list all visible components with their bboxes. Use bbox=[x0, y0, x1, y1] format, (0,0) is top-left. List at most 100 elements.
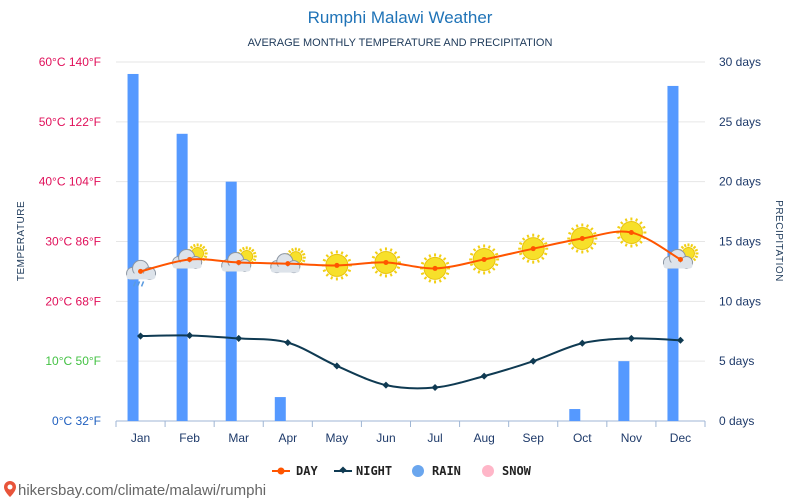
sun-ray bbox=[692, 257, 697, 262]
sun-ray bbox=[393, 251, 398, 255]
rain-bar bbox=[618, 361, 630, 421]
sun-ray bbox=[340, 276, 344, 280]
x-tick-label: Jul bbox=[427, 431, 442, 445]
legend-day[interactable]: DAY bbox=[272, 464, 318, 478]
sun-ray bbox=[543, 242, 548, 246]
sun-ray bbox=[592, 231, 597, 235]
rain-bars bbox=[127, 73, 679, 422]
source-link[interactable]: hikersbay.com/climate/malawi/rumphi bbox=[4, 481, 266, 499]
sun-ray bbox=[301, 252, 306, 256]
night-point bbox=[676, 336, 684, 344]
sun-ray bbox=[379, 248, 383, 252]
legend: DAY NIGHT RAIN SNOW bbox=[272, 464, 532, 478]
sun-rays bbox=[469, 244, 500, 275]
sun-ray bbox=[371, 255, 376, 259]
sun-ray bbox=[344, 273, 349, 277]
sun-ray bbox=[690, 243, 694, 248]
x-tick-label: Jan bbox=[131, 431, 150, 445]
sun-ray bbox=[396, 266, 401, 270]
sun-ray bbox=[379, 273, 383, 277]
sun-ray bbox=[494, 252, 499, 256]
y-left-tick-label: 0°C 32°F bbox=[52, 414, 101, 428]
cloud-base bbox=[663, 262, 693, 269]
sun-ray bbox=[192, 243, 196, 248]
rain-bar bbox=[127, 73, 139, 421]
legend-rain[interactable]: RAIN bbox=[412, 464, 461, 478]
y-right-tick-label: 20 days bbox=[719, 175, 761, 189]
sun-ray bbox=[575, 224, 579, 228]
sun-ray bbox=[438, 254, 442, 258]
x-axis: Jan Feb Mar Apr May Jun Jul Aug Sep Oct Nov Dec bbox=[115, 421, 706, 445]
y-right-title: PRECIPITATION bbox=[773, 200, 784, 282]
day-point bbox=[334, 262, 340, 268]
x-tick-label: Aug bbox=[473, 431, 494, 445]
y-left-tick-label: 60°C 140°F bbox=[39, 55, 101, 69]
legend-night-marker bbox=[339, 466, 347, 474]
sun-ray bbox=[371, 266, 376, 270]
chart-subtitle: AVERAGE MONTHLY TEMPERATURE AND PRECIPIT… bbox=[248, 37, 553, 49]
rain-bar bbox=[569, 409, 581, 421]
x-tick-label: Mar bbox=[228, 431, 249, 445]
x-tick-label: Dec bbox=[670, 431, 691, 445]
day-point bbox=[285, 261, 291, 267]
day-point bbox=[677, 256, 683, 262]
source-url: hikersbay.com/climate/malawi/rumphi bbox=[18, 482, 266, 499]
night-point bbox=[333, 362, 341, 370]
sun-ray bbox=[617, 236, 621, 240]
sun-ray bbox=[536, 234, 540, 238]
night-point bbox=[431, 383, 439, 392]
legend-night-label: NIGHT bbox=[356, 464, 392, 478]
legend-rain-marker bbox=[412, 465, 424, 477]
legend-snow-label: SNOW bbox=[502, 464, 532, 478]
legend-night[interactable]: NIGHT bbox=[334, 464, 392, 478]
sun-ray bbox=[540, 256, 545, 260]
sun-ray bbox=[590, 227, 594, 231]
y-right-tick-label: 25 days bbox=[719, 115, 761, 129]
sun-ray bbox=[325, 273, 330, 277]
day-point bbox=[187, 256, 193, 262]
cloud-rain-icon bbox=[126, 259, 157, 287]
sun-ray bbox=[322, 269, 327, 273]
legend-snow[interactable]: SNOW bbox=[482, 464, 532, 478]
y-right-tick-label: 0 days bbox=[719, 414, 754, 428]
grid-lines bbox=[116, 61, 705, 422]
cloud-base bbox=[221, 265, 251, 272]
night-point bbox=[382, 381, 390, 389]
sun-ray bbox=[680, 245, 685, 250]
sun-ray bbox=[344, 254, 349, 258]
y-left-tick-label: 30°C 86°F bbox=[45, 235, 101, 249]
sun-ray bbox=[570, 246, 575, 250]
sun-ray bbox=[248, 246, 252, 251]
sun-ray bbox=[624, 243, 628, 247]
sun-ray bbox=[199, 243, 203, 248]
sun-ray bbox=[568, 242, 572, 246]
y-left-tick-label: 40°C 104°F bbox=[39, 175, 101, 189]
y-right-tick-label: 15 days bbox=[719, 235, 761, 249]
cloud-sun-icon bbox=[662, 243, 699, 269]
sun-ray bbox=[694, 255, 699, 259]
sun-ray bbox=[291, 248, 295, 252]
sun-ray bbox=[203, 255, 208, 259]
sun-ray bbox=[469, 252, 474, 256]
night-point bbox=[186, 331, 194, 339]
sun-ray bbox=[442, 276, 447, 280]
rain-drop bbox=[136, 281, 141, 287]
sun-ray bbox=[526, 234, 530, 238]
cloud-base bbox=[172, 262, 202, 269]
rain-bar bbox=[274, 397, 286, 421]
sun-ray bbox=[201, 245, 206, 250]
sun-ray bbox=[288, 249, 292, 254]
sun-ray bbox=[590, 246, 594, 250]
weather-icons bbox=[126, 217, 699, 287]
sun-ray bbox=[620, 240, 624, 244]
rain-bar bbox=[176, 133, 188, 422]
y-axis-labels: 0°C 32°F 10°C 50°F 20°C 68°F 30°C 86°F 40°C … bbox=[39, 55, 761, 428]
x-tick-label: Nov bbox=[621, 431, 642, 445]
sun-ray bbox=[469, 263, 474, 267]
night-line bbox=[140, 334, 681, 390]
temperature-lines bbox=[137, 230, 684, 392]
sun-rays bbox=[567, 223, 598, 254]
sun-ray bbox=[330, 276, 334, 280]
day-point bbox=[383, 259, 389, 265]
